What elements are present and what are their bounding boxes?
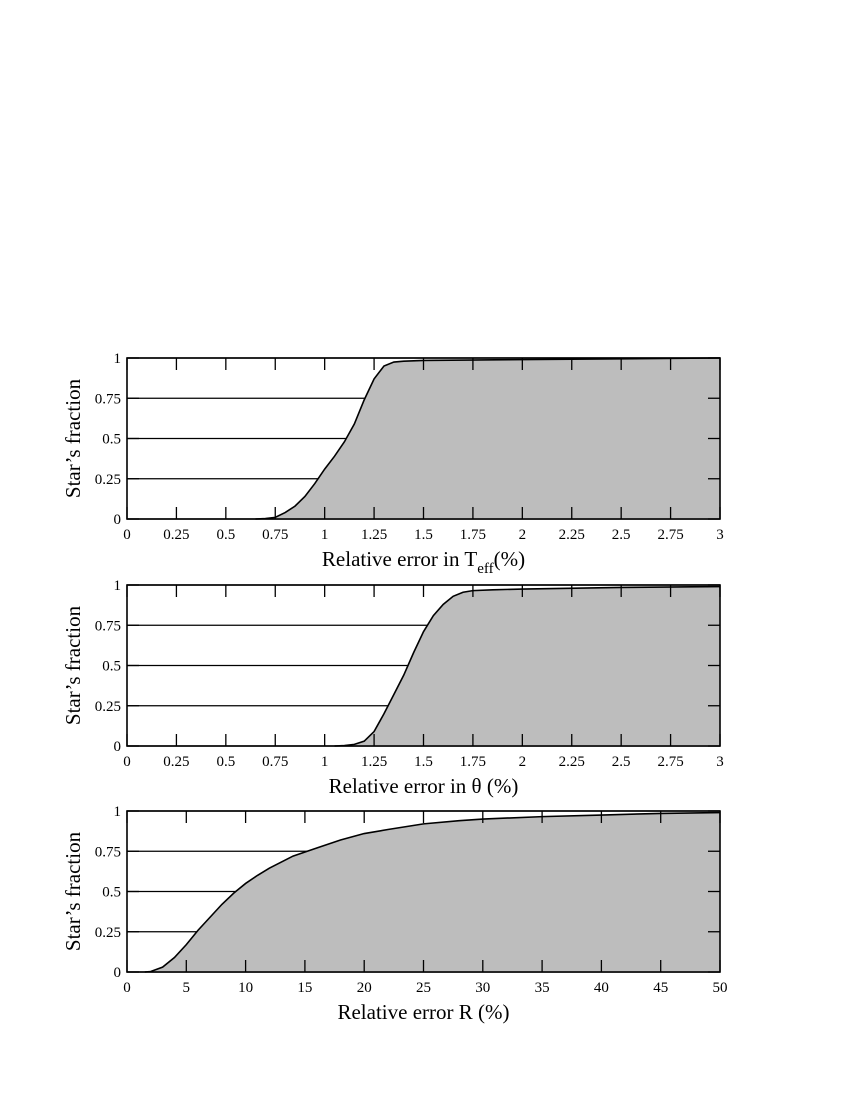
x-tick-label: 0.75 (262, 754, 288, 770)
y-tick-label: 0 (114, 512, 122, 528)
y-tick-label: 0.75 (95, 844, 121, 860)
x-tick-label: 35 (535, 980, 550, 996)
plot-frame (126, 810, 721, 973)
x-axis-label-text: Relative error R (%) (337, 1000, 509, 1024)
y-tick-label: 0 (114, 965, 122, 981)
x-tick-label: 5 (183, 980, 191, 996)
x-tick-label: 2 (519, 527, 527, 543)
x-tick-label: 3 (716, 754, 724, 770)
x-axis-label-sub: eff (477, 561, 493, 577)
x-tick-label: 20 (357, 980, 372, 996)
x-tick-label: 15 (297, 980, 312, 996)
y-axis-label: Star’s fraction (61, 831, 85, 951)
x-tick-label: 0 (123, 754, 131, 770)
x-tick-label: 1.5 (414, 527, 433, 543)
x-tick-label: 0.75 (262, 527, 288, 543)
x-tick-label: 0 (123, 980, 131, 996)
area-fill (334, 586, 720, 746)
y-tick-label: 0.25 (95, 925, 121, 941)
x-tick-label: 25 (416, 980, 431, 996)
x-axis-label: Relative error R (%) (337, 1000, 509, 1024)
x-tick-label: 0 (123, 527, 131, 543)
x-axis-label-text: Relative error in θ (%) (329, 774, 519, 798)
x-tick-label: 2 (519, 754, 527, 770)
x-axis-label: Relative error in Teff(%) (322, 547, 525, 577)
x-tick-label: 10 (238, 980, 253, 996)
x-tick-label: 1.25 (361, 754, 387, 770)
x-tick-label: 30 (475, 980, 490, 996)
x-tick-label: 0.25 (163, 527, 189, 543)
x-tick-label: 40 (594, 980, 609, 996)
x-tick-label: 0.5 (216, 527, 235, 543)
x-tick-label: 1.75 (460, 527, 486, 543)
x-tick-label: 2.75 (657, 527, 683, 543)
x-tick-label: 45 (653, 980, 668, 996)
y-axis-label: Star’s fraction (61, 605, 85, 725)
y-tick-label: 0.5 (102, 885, 121, 901)
x-tick-label: 1 (321, 754, 329, 770)
y-tick-label: 1 (114, 351, 122, 367)
y-axis-label: Star’s fraction (61, 378, 85, 498)
y-tick-label: 0 (114, 739, 122, 755)
y-tick-label: 0.25 (95, 472, 121, 488)
x-tick-label: 2.25 (559, 527, 585, 543)
x-axis-label: Relative error in θ (%) (329, 774, 519, 798)
y-tick-label: 0.5 (102, 432, 121, 448)
x-tick-label: 2.5 (612, 754, 631, 770)
x-tick-label: 0.5 (216, 754, 235, 770)
x-tick-label: 3 (716, 527, 724, 543)
plot-frame (126, 584, 721, 747)
x-tick-label: 2.5 (612, 527, 631, 543)
x-tick-label: 1.75 (460, 754, 486, 770)
area-line (334, 585, 721, 747)
plot-frame (126, 357, 721, 520)
x-tick-label: 2.75 (657, 754, 683, 770)
x-tick-label: 50 (713, 980, 728, 996)
x-tick-label: 1 (321, 527, 329, 543)
x-axis-label-end: (%) (494, 547, 525, 571)
y-tick-label: 0.5 (102, 659, 121, 675)
area-line (144, 811, 721, 973)
x-tick-label: 1.5 (414, 754, 433, 770)
y-tick-label: 0.75 (95, 618, 121, 634)
area-fill (255, 358, 720, 519)
y-tick-label: 1 (114, 578, 122, 594)
y-tick-label: 0.75 (95, 391, 121, 407)
x-tick-label: 1.25 (361, 527, 387, 543)
x-tick-label: 2.25 (559, 754, 585, 770)
x-tick-label: 0.25 (163, 754, 189, 770)
area-fill (144, 812, 721, 972)
y-tick-label: 0.25 (95, 699, 121, 715)
y-tick-label: 1 (114, 804, 122, 820)
x-axis-label-text: Relative error in T (322, 547, 477, 571)
area-line (255, 357, 721, 520)
